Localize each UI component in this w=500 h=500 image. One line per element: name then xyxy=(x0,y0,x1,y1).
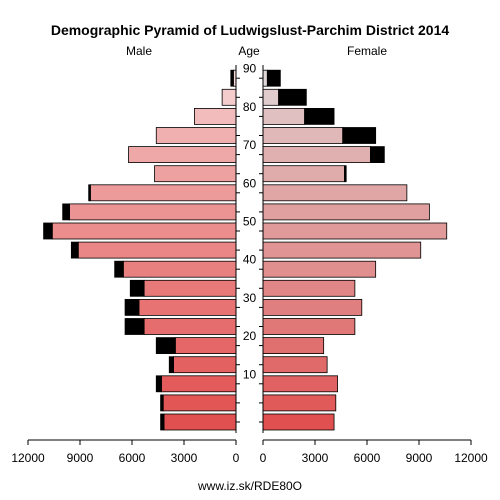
chart-title: Demographic Pyramid of Ludwigslust-Parch… xyxy=(51,22,450,38)
female-value-tick-label: 0 xyxy=(260,451,267,465)
male-bar-30-34 xyxy=(138,298,237,316)
female-bar-50-54 xyxy=(262,222,448,240)
male-excess-bar-50-54 xyxy=(43,222,53,240)
male-bar-80-84 xyxy=(193,108,237,125)
male-excess-bar-60-64 xyxy=(88,184,91,202)
male-bar-70-74 xyxy=(128,146,237,164)
male-value-tick-label: 0 xyxy=(233,451,240,465)
male-bar-5-9 xyxy=(162,394,237,412)
female-bar-15-19 xyxy=(262,356,328,374)
female-bar-65-69 xyxy=(262,165,345,183)
female-value-tick-label: 12000 xyxy=(454,451,488,465)
male-bar-75-79 xyxy=(155,127,237,144)
female-bar-45-49 xyxy=(262,241,422,259)
male-excess-bar-40-44 xyxy=(114,260,124,278)
male-excess-bar-90+ xyxy=(230,69,234,87)
male-bar-35-39 xyxy=(143,279,237,297)
male-bar-50-54 xyxy=(51,222,237,240)
age-tick-label: 40 xyxy=(243,253,257,267)
age-tick-label: 50 xyxy=(243,214,257,228)
pyramid-bars xyxy=(43,69,448,431)
age-tick-label: 60 xyxy=(243,176,257,190)
female-bar-40-44 xyxy=(262,260,377,278)
male-bar-85-89 xyxy=(221,88,237,106)
male-excess-bar-45-49 xyxy=(70,241,79,259)
male-excess-bar-15-19 xyxy=(168,356,174,374)
footer-source: www.iz.sk/RDE80O xyxy=(197,479,302,493)
female-excess-bar-85-89 xyxy=(278,88,307,106)
male-bar-10-14 xyxy=(161,375,237,393)
male-value-tick-label: 9000 xyxy=(67,451,94,465)
male-value-tick-label: 6000 xyxy=(119,451,146,465)
male-bar-0-4 xyxy=(163,413,237,431)
female-label: Female xyxy=(347,44,387,58)
female-bar-20-24 xyxy=(262,337,325,355)
male-value-tick-label: 3000 xyxy=(171,451,198,465)
male-excess-bar-55-59 xyxy=(62,203,71,221)
male-excess-bar-0-4 xyxy=(160,413,165,431)
female-value-tick-label: 9000 xyxy=(406,451,433,465)
male-bar-25-29 xyxy=(143,318,237,335)
age-tick-label: 10 xyxy=(243,367,257,381)
female-bar-35-39 xyxy=(262,279,356,297)
male-excess-bar-20-24 xyxy=(155,337,176,355)
age-tick-label: 90 xyxy=(243,62,257,76)
female-bar-60-64 xyxy=(262,184,408,202)
female-value-tick-label: 6000 xyxy=(354,451,381,465)
female-bar-70-74 xyxy=(262,146,371,164)
female-bar-55-59 xyxy=(262,203,430,221)
age-label: Age xyxy=(238,44,260,58)
female-bar-30-34 xyxy=(262,298,363,316)
female-excess-bar-80-84 xyxy=(304,108,335,125)
female-bar-5-9 xyxy=(262,394,337,412)
male-label: Male xyxy=(126,44,152,58)
male-excess-bar-35-39 xyxy=(129,279,145,297)
female-bar-80-84 xyxy=(262,108,305,125)
male-excess-bar-25-29 xyxy=(124,318,145,335)
male-bar-15-19 xyxy=(173,356,237,374)
female-excess-bar-65-69 xyxy=(344,165,347,183)
female-bar-90+ xyxy=(262,69,268,87)
male-excess-bar-10-14 xyxy=(155,375,162,393)
male-bar-65-69 xyxy=(154,165,237,183)
age-tick-label: 20 xyxy=(243,329,257,343)
female-bar-10-14 xyxy=(262,375,338,393)
male-value-tick-label: 12000 xyxy=(11,451,45,465)
male-excess-bar-30-34 xyxy=(124,298,140,316)
age-tick-label: 30 xyxy=(243,291,257,305)
female-bar-75-79 xyxy=(262,127,344,144)
male-excess-bar-5-9 xyxy=(160,394,164,412)
female-bar-85-89 xyxy=(262,88,280,106)
female-bar-0-4 xyxy=(262,413,335,431)
pyramid-axes: 90 80 70 60 50 40 30 20 10 12000 9000 6000 3000 0 0 300… xyxy=(11,62,488,465)
female-excess-bar-75-79 xyxy=(342,127,377,144)
male-bar-60-64 xyxy=(90,184,237,202)
male-bar-45-49 xyxy=(77,241,237,259)
male-bar-20-24 xyxy=(174,337,237,355)
female-bar-25-29 xyxy=(262,318,356,335)
female-excess-bar-90+ xyxy=(266,69,281,87)
male-bar-55-59 xyxy=(69,203,237,221)
age-tick-label: 70 xyxy=(243,138,257,152)
male-bar-40-44 xyxy=(122,260,237,278)
female-excess-bar-70-74 xyxy=(370,146,385,164)
age-tick-label: 80 xyxy=(243,100,257,114)
female-value-tick-label: 3000 xyxy=(302,451,329,465)
